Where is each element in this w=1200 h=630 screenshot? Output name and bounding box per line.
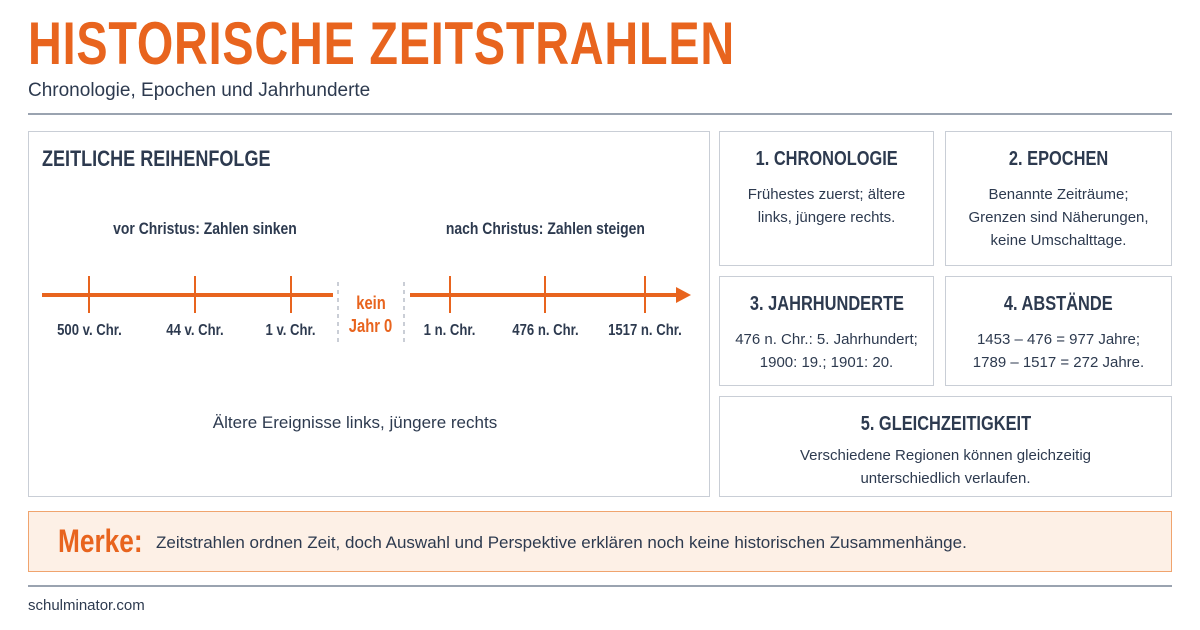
card-title-text: 1. CHRONOLOGIE: [755, 148, 898, 170]
tick-label: 1517 n. Chr.: [575, 322, 715, 340]
tick-label: 476 n. Chr.: [475, 322, 615, 340]
merke-label: Merke:: [58, 523, 143, 559]
card-title: 2. EPOCHEN: [946, 148, 1171, 171]
tick-text: 500 v. Chr.: [56, 322, 122, 339]
card: 5. GLEICHZEITIGKEIT Verschiedene Regionen…: [719, 396, 1172, 497]
card-line: Grenzen sind Näherungen,: [968, 209, 1149, 226]
title: HISTORISCHE ZEITSTRAHLEN: [28, 10, 735, 77]
tick-text: 1 v. Chr.: [265, 322, 317, 339]
card-text: 476 n. Chr.: 5. Jahrhundert; 1900: 19.; 1…: [720, 328, 933, 374]
card-title-text: 5. GLEICHZEITIGKEIT: [860, 413, 1031, 435]
card-text: Verschiedene Regionen können gleichzeiti…: [720, 444, 1171, 490]
card-title-text: 3. JAHRHUNDERTE: [749, 293, 904, 315]
card-title: 3. JAHRHUNDERTE: [720, 293, 933, 316]
tick-text: 44 v. Chr.: [166, 322, 224, 339]
card-text: Benannte Zeiträume; Grenzen sind Näherung…: [946, 183, 1171, 252]
tick-text: 476 n. Chr.: [511, 322, 579, 339]
tick-label: 44 v. Chr.: [125, 322, 265, 340]
card-line: unterschiedlich verlaufen.: [860, 470, 1031, 487]
card-text: Frühestes zuerst; ältere links, jüngere r…: [720, 183, 933, 229]
tick-label: 1 n. Chr.: [380, 322, 520, 340]
tick-text: 1 n. Chr.: [424, 322, 476, 339]
card-title-text: 4. ABSTÄNDE: [1004, 293, 1113, 315]
subtitle: Chronologie, Epochen und Jahrhunderte: [28, 80, 371, 101]
tick-label: 1 v. Chr.: [221, 322, 361, 340]
card-line: 476 n. Chr.: 5. Jahrhundert;: [735, 331, 918, 348]
card: 1. CHRONOLOGIE Frühestes zuerst; ältere li…: [719, 131, 934, 266]
rule: [28, 113, 1172, 115]
card: 4. ABSTÄNDE 1453 – 476 = 977 Jahre; 1789 –…: [945, 276, 1172, 386]
footer: schulminator.com: [28, 597, 145, 614]
card-line: 1789 – 1517 = 272 Jahre.: [972, 354, 1145, 371]
ad-label: nach Christus: Zahlen steigen: [445, 219, 645, 238]
card-line: Frühestes zuerst; ältere: [747, 186, 906, 203]
card-line: Benannte Zeiträume;: [988, 186, 1129, 203]
gap-label: kein Jahr 0: [349, 293, 393, 336]
card-title: 1. CHRONOLOGIE: [720, 148, 933, 171]
card-title: 5. GLEICHZEITIGKEIT: [720, 413, 1171, 436]
bc-label: vor Christus: Zahlen sinken: [113, 219, 297, 238]
card-title: 4. ABSTÄNDE: [946, 293, 1171, 316]
card-title-text: 2. EPOCHEN: [1008, 148, 1109, 170]
card-text: 1453 – 476 = 977 Jahre; 1789 – 1517 = 272…: [946, 328, 1171, 374]
card-line: 1453 – 476 = 977 Jahre;: [976, 331, 1141, 348]
card-line: keine Umschalttage.: [990, 232, 1127, 249]
card-line: 1900: 19.; 1901: 20.: [759, 354, 894, 371]
timeline-axis: [42, 276, 691, 342]
timeline-heading: ZEITLICHE REIHENFOLGE: [42, 146, 271, 171]
card-line: Verschiedene Regionen können gleichzeiti…: [799, 447, 1092, 464]
card: 3. JAHRHUNDERTE 476 n. Chr.: 5. Jahrhunde…: [719, 276, 934, 386]
merke-box: [28, 511, 1172, 572]
tick-text: 1517 n. Chr.: [608, 322, 682, 339]
card-line: links, jüngere rechts.: [757, 209, 896, 226]
merke-text: Zeitstrahlen ordnen Zeit, doch Auswahl u…: [156, 533, 967, 552]
timeline-panel: [28, 131, 710, 497]
rule: [28, 585, 1172, 587]
tick-label: 500 v. Chr.: [19, 322, 159, 340]
card: 2. EPOCHEN Benannte Zeiträume; Grenzen sin…: [945, 131, 1172, 266]
timeline-caption: Ältere Ereignisse links, jüngere rechts: [212, 413, 498, 432]
